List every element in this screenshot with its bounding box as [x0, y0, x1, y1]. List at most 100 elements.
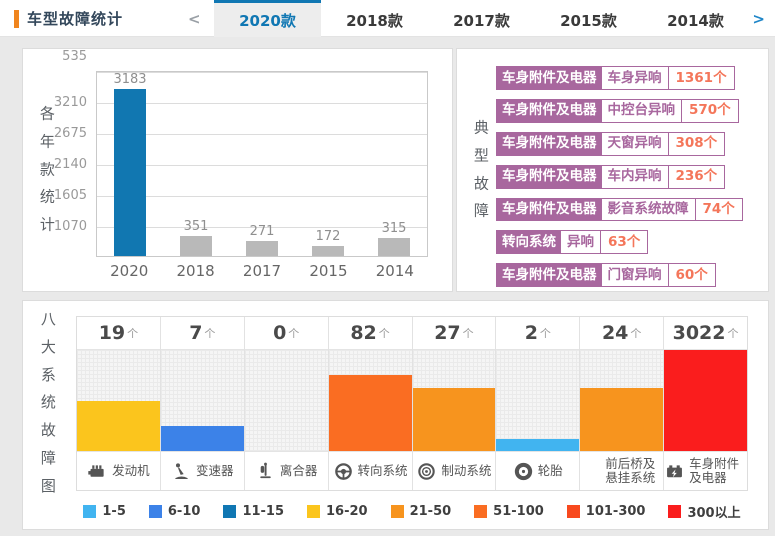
- x-label: 2018: [176, 262, 215, 280]
- system-col-clutch: 0 个 离合器: [244, 317, 329, 490]
- tabs-prev-arrow-icon[interactable]: <: [188, 9, 201, 28]
- fault-count: 63个: [608, 233, 641, 250]
- count-unit: 个: [462, 326, 474, 340]
- system-name: 轮胎: [537, 463, 563, 479]
- fault-name: 天窗异响: [602, 132, 669, 155]
- ytick: 1070: [53, 219, 87, 234]
- fault-category: 车身附件及电器: [497, 132, 602, 155]
- count-unit: 个: [630, 326, 642, 340]
- system-name: 制动系统: [441, 463, 492, 479]
- system-count: 19 个: [77, 317, 160, 349]
- fault-name: 异响: [561, 231, 601, 254]
- page-title: 车型故障统计: [27, 10, 124, 28]
- legend-label: 1-5: [102, 504, 126, 519]
- legend-swatch: [223, 505, 237, 518]
- bar-value-label: 315: [381, 220, 407, 236]
- system-label-cell: 制动系统: [412, 452, 496, 490]
- legend-swatch: [83, 505, 97, 518]
- bar-slot-2014: 315: [361, 72, 427, 256]
- system-label-cell: 轮胎: [496, 452, 580, 490]
- fault-item: 车身附件及电器 天窗异响 308个: [496, 131, 726, 156]
- system-count: 7 个: [160, 317, 244, 349]
- tire-icon: [514, 462, 532, 480]
- legend-label: 21-50: [409, 504, 452, 519]
- legend-swatch: [148, 505, 162, 518]
- yearly-chart-x-axis: 2020 2018 2017 2015 2014: [96, 262, 428, 280]
- system-count: 2 个: [496, 317, 580, 349]
- fault-item: 转向系统 异响 63个: [496, 230, 649, 255]
- legend-item: 51-100: [474, 504, 544, 519]
- bar-slot-2017: 271: [229, 72, 295, 256]
- system-col-axle-suspension: 24 个 前后桥及悬挂系统: [580, 317, 665, 490]
- tab-2020[interactable]: 2020款: [214, 0, 321, 37]
- fault-count: 60个: [675, 266, 708, 283]
- typical-faults-list: 车身附件及电器 车身异响 1361个 车身附件及电器 中控台异响 570个 车身…: [496, 66, 743, 288]
- legend-item: 21-50: [390, 504, 452, 519]
- system-bar: [412, 387, 496, 452]
- system-name: 发动机: [112, 463, 150, 479]
- count-unit: 个: [378, 326, 390, 340]
- fault-count: 570个: [689, 102, 731, 119]
- count-number: 2: [524, 321, 538, 344]
- system-bar: [77, 400, 160, 452]
- system-bar: [160, 425, 244, 452]
- legend-item: 16-20: [307, 504, 368, 519]
- tab-2015[interactable]: 2015款: [560, 11, 617, 30]
- fault-name: 车内异响: [602, 165, 669, 188]
- count-unit: 个: [288, 326, 300, 340]
- legend-label: 6-10: [167, 504, 201, 519]
- legend-label: 300以上: [687, 506, 741, 521]
- ytick: 3210: [53, 95, 87, 110]
- fault-item: 车身附件及电器 车身异响 1361个: [496, 66, 735, 90]
- count-unit: 个: [539, 326, 551, 340]
- ytick: 535: [62, 49, 87, 64]
- tabs-next-arrow-icon[interactable]: >: [752, 9, 765, 28]
- system-bar-area: [160, 348, 244, 453]
- tab-2014[interactable]: 2014款: [667, 11, 724, 30]
- model-year-tabs: 2020款 2018款 2017款 2015款 2014款: [214, 0, 749, 37]
- count-number: 19: [98, 321, 126, 344]
- legend-label: 16-20: [326, 504, 368, 519]
- system-col-engine: 19 个 发动机: [77, 317, 161, 490]
- system-bar-area: [496, 348, 580, 453]
- fault-count: 74个: [702, 201, 735, 218]
- system-bar: [328, 375, 412, 452]
- legend-swatch: [307, 505, 321, 518]
- x-label: 2015: [309, 262, 348, 280]
- legend-item: 300以上: [668, 502, 741, 521]
- bar-2020: [114, 89, 146, 256]
- bar-value-label: 271: [249, 223, 275, 239]
- title-block: 车型故障统计: [14, 0, 123, 37]
- x-label: 2017: [242, 262, 282, 280]
- system-col-brakes: 27 个 制动系统: [412, 317, 497, 490]
- legend-swatch: [668, 505, 682, 518]
- tab-2017[interactable]: 2017款: [453, 11, 510, 30]
- axle-icon: [584, 464, 598, 478]
- fault-item: 车身附件及电器 车内异响 236个: [496, 164, 726, 189]
- fault-name: 影音系统故障: [602, 198, 696, 221]
- system-name: 前后桥及悬挂系统: [605, 455, 656, 486]
- tab-2018[interactable]: 2018款: [346, 11, 403, 30]
- system-count: 27 个: [412, 317, 496, 349]
- count-unit: 个: [204, 326, 216, 340]
- count-number: 82: [350, 321, 377, 344]
- fault-name: 门窗异响: [602, 264, 669, 287]
- engine-icon: [88, 465, 104, 477]
- fault-category: 车身附件及电器: [497, 99, 602, 122]
- count-number: 0: [273, 321, 287, 344]
- severity-legend: 1-5 6-10 11-15 16-20 21-50 51-100 101-30…: [76, 502, 748, 521]
- system-col-gearbox: 7 个 变速器: [160, 317, 245, 490]
- ytick: 1605: [53, 188, 87, 203]
- count-number: 3022: [672, 321, 726, 344]
- count-unit: 个: [727, 326, 739, 340]
- typical-faults-card: 典型故障 车身附件及电器 车身异响 1361个 车身附件及电器 中控台异响 57…: [456, 48, 769, 292]
- fault-item: 车身附件及电器 门窗异响 60个: [496, 263, 716, 288]
- legend-item: 1-5: [83, 504, 126, 519]
- legend-label: 101-300: [585, 504, 646, 519]
- system-count: 82 个: [328, 317, 412, 349]
- system-bar: [664, 349, 747, 452]
- fault-name: 车身异响: [602, 67, 669, 89]
- brake-icon: [418, 462, 436, 480]
- legend-swatch: [474, 505, 488, 518]
- system-name: 转向系统: [357, 463, 408, 479]
